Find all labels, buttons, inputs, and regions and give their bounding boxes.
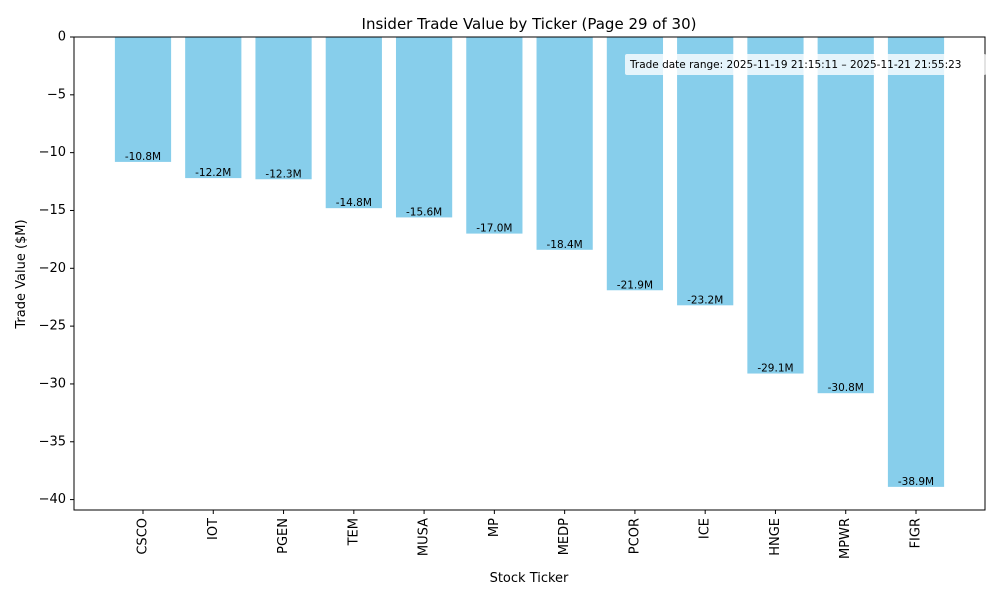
x-ticks-layer: CSCO IOT PGEN TEM MUSA MP MEDP PCOR ICE HNGE MPWR F… — [136, 510, 924, 559]
data-label-csco: -10.8M — [125, 151, 161, 163]
annotation-box: Trade date range: 2025-11-19 21:15:11 – … — [625, 54, 986, 75]
y-tick-label: −25 — [39, 319, 66, 334]
data-label-musa: -15.6M — [406, 206, 442, 218]
x-tick-label-csco: CSCO — [136, 518, 151, 555]
y-ticks-layer: 0 −5 −10 −15 −20 −25 −30 −35 −40 — [39, 30, 74, 507]
data-label-figr: -38.9M — [898, 476, 934, 488]
bar-ice — [677, 37, 734, 306]
data-label-iot: -12.2M — [195, 167, 231, 179]
x-tick-label-hnge: HNGE — [768, 518, 783, 556]
y-tick-label: 0 — [58, 30, 66, 45]
trade-date-range-annotation: Trade date range: 2025-11-19 21:15:11 – … — [629, 59, 961, 71]
bar-pgen — [255, 37, 312, 180]
bar-mpwr — [817, 37, 874, 394]
bar-tem — [325, 37, 382, 209]
x-tick-label-tem: TEM — [346, 518, 361, 546]
y-tick-label: −30 — [39, 376, 66, 391]
data-label-mp: -17.0M — [476, 223, 512, 235]
y-tick-label: −15 — [39, 203, 66, 218]
x-tick-label-musa: MUSA — [417, 518, 432, 556]
data-label-ice: -23.2M — [687, 294, 723, 306]
x-tick-label-figr: FIGR — [909, 518, 924, 548]
bar-pcor — [606, 37, 664, 291]
data-label-medp: -18.4M — [547, 239, 583, 251]
bar-iot — [185, 37, 242, 179]
y-tick-label: −20 — [39, 261, 66, 276]
x-axis-label: Stock Ticker — [490, 571, 569, 586]
data-label-hnge: -29.1M — [757, 363, 793, 375]
x-tick-label-pcor: PCOR — [627, 518, 642, 554]
data-label-pcor: -21.9M — [617, 279, 653, 291]
bar-mp — [466, 37, 523, 234]
plot-frame — [73, 36, 986, 511]
annotation-background — [625, 54, 986, 75]
chart-title: Insider Trade Value by Ticker (Page 29 o… — [362, 15, 697, 33]
bar-csco — [114, 37, 172, 162]
x-tick-label-iot: IOT — [206, 518, 221, 540]
data-label-pgen: -12.3M — [265, 168, 301, 180]
data-label-mpwr: -30.8M — [828, 382, 864, 394]
bars-layer — [114, 37, 945, 487]
bar-hnge — [747, 37, 804, 374]
x-tick-label-medp: MEDP — [557, 518, 572, 555]
bar-medp — [536, 37, 593, 250]
y-axis-label: Trade Value ($M) — [14, 219, 29, 329]
x-tick-label-mp: MP — [487, 518, 502, 537]
y-tick-label: −5 — [47, 87, 66, 102]
data-label-tem: -14.8M — [336, 197, 372, 209]
y-tick-label: −35 — [39, 434, 66, 449]
x-tick-label-mpwr: MPWR — [838, 518, 853, 559]
bar-musa — [395, 37, 453, 218]
x-tick-label-ice: ICE — [698, 518, 713, 539]
bar-figr — [887, 37, 945, 487]
data-labels-layer: -10.8M -12.2M -12.3M -14.8M -15.6M -17.0M -18.… — [125, 151, 934, 488]
y-tick-label: −40 — [39, 492, 66, 507]
y-tick-label: −10 — [39, 145, 66, 160]
x-tick-label-pgen: PGEN — [276, 518, 291, 554]
